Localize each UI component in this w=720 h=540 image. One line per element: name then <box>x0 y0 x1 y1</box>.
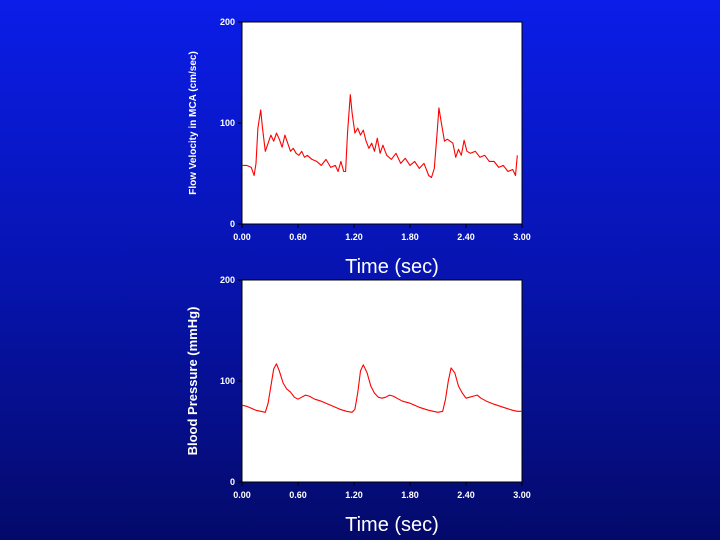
flow-velocity-x-tick-label: 1.20 <box>345 232 363 242</box>
blood-pressure-x-tick-label: 0.00 <box>233 490 251 500</box>
flow-velocity-x-tick-label: 1.80 <box>401 232 419 242</box>
flow-velocity-y-tick-label: 0 <box>230 219 235 229</box>
flow-velocity-x-axis-title: Time (sec) <box>345 256 439 278</box>
blood-pressure-y-tick-label: 200 <box>220 275 235 285</box>
blood-pressure-y-tick-label: 100 <box>220 376 235 386</box>
flow-velocity-x-tick-label: 0.00 <box>233 232 251 242</box>
blood-pressure-series-line <box>241 363 522 413</box>
blood-pressure-chart: 0 100 200 0.00 0.60 1.20 1.80 2.40 3.00 Blood Pre… <box>185 275 531 536</box>
blood-pressure-x-tick-label: 1.80 <box>401 490 419 500</box>
blood-pressure-y-axis-title: Blood Pressure (mmHg) <box>185 307 200 456</box>
flow-velocity-plot-area <box>241 21 523 225</box>
flow-velocity-series-line <box>242 94 518 179</box>
flow-velocity-y-axis-title: Flow Velocity in MCA (cm/sec) <box>188 51 199 195</box>
flow-velocity-x-tick-label: 3.00 <box>513 232 531 242</box>
flow-velocity-x-tick-label: 2.40 <box>457 232 475 242</box>
flow-velocity-x-tick-label: 0.60 <box>289 232 307 242</box>
blood-pressure-x-tick-label: 3.00 <box>513 490 531 500</box>
blood-pressure-x-tick-label: 1.20 <box>345 490 363 500</box>
flow-velocity-y-tick-label: 100 <box>220 118 235 128</box>
blood-pressure-plot-area <box>241 279 523 483</box>
blood-pressure-x-axis-title: Time (sec) <box>345 514 439 536</box>
flow-velocity-y-tick-label: 200 <box>220 17 235 27</box>
blood-pressure-x-tick-label: 2.40 <box>457 490 475 500</box>
blood-pressure-y-tick-label: 0 <box>230 477 235 487</box>
blood-pressure-x-tick-label: 0.60 <box>289 490 307 500</box>
flow-velocity-chart: 0 100 200 0.00 0.60 1.20 1.80 2.40 3.00 Flow Velo… <box>188 17 531 278</box>
